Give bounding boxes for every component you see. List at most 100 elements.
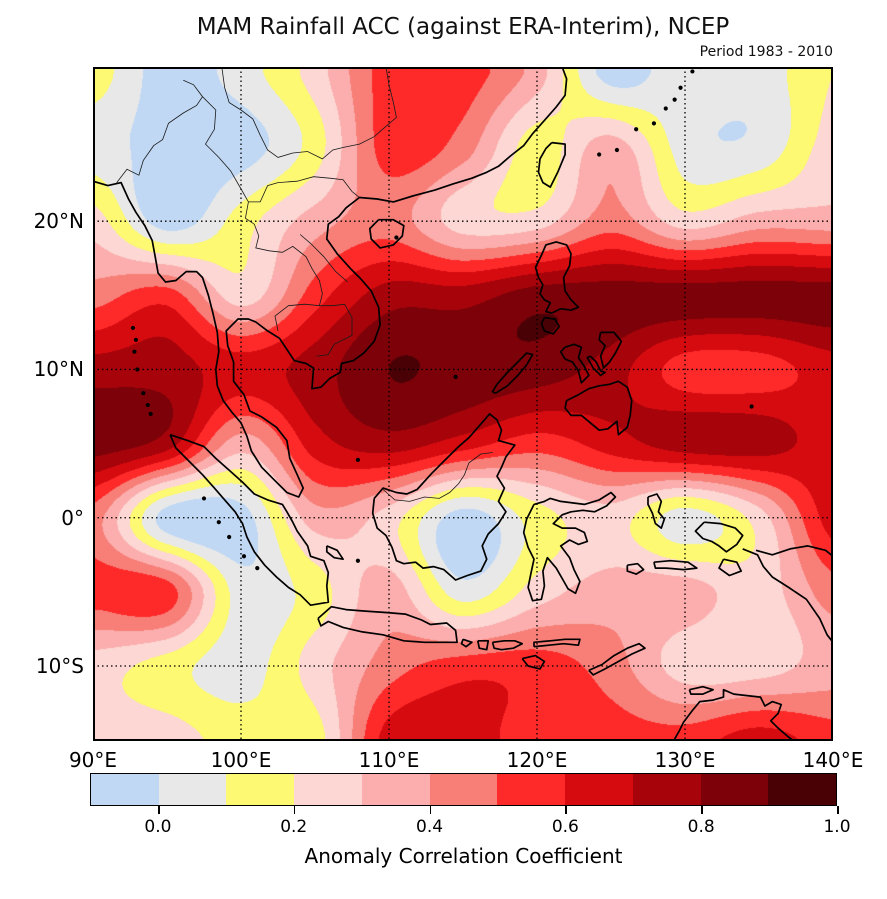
coastline-10 [540,316,561,335]
colorbar-tick-0.2 [293,806,296,814]
coastline-0 [93,67,568,498]
island-dot-16 [201,496,207,501]
colorbar-tick-0.8 [701,806,703,814]
colorbar-tick-0.0 [157,806,160,814]
colorbar-segment-0.8-0.9 [700,774,769,805]
island-dot-12 [672,97,677,102]
coastline-16 [626,562,645,575]
plot-frame [93,67,833,741]
country-border-6 [221,67,397,160]
xtick-90°E: 90°E [68,748,118,772]
island-dot-23 [453,374,458,379]
island-dot-2 [132,349,137,354]
colorbar-tick-0.4 [429,806,432,814]
colorbar-tick-label-0.0: 0.0 [144,817,172,837]
colorbar-tick-label-0.6: 0.6 [551,817,579,837]
coastline-5 [534,241,580,314]
acc-contour-canvas [93,67,833,741]
colorbar-segment-0.7-0.8 [632,774,701,805]
ytick-10°N: 10°N [33,357,84,382]
colorbar-tick-label-0.2: 0.2 [280,817,308,837]
coastline-14 [647,493,666,529]
coastline-12 [537,141,566,188]
coastline-4 [522,491,617,602]
island-dot-20 [255,566,260,571]
colorbar-segment-0.3-0.4 [361,774,430,805]
colorbar-segment-0.1-0.2 [226,774,295,805]
island-dot-22 [355,558,361,563]
coastline-20 [755,545,833,557]
colorbar-segment-0-0.1 [158,774,227,805]
colorbar-segment-0.9-1 [768,774,837,805]
ytick-10°S: 10°S [35,653,84,678]
coastline-28 [688,685,714,695]
colorbar-segment-0.4-0.5 [429,774,498,805]
island-dot-13 [678,85,683,90]
colorbar-label: Anomaly Correlation Coefficient [304,844,623,868]
coastline-27 [672,688,796,741]
coastline-22 [521,654,546,670]
island-dot-7 [597,152,602,157]
colorbar-segment--0.1-0 [91,774,159,805]
xtick-100°E: 100°E [210,748,272,772]
coastline-24 [460,638,473,648]
island-dot-8 [614,147,620,153]
island-dot-10 [651,121,657,126]
coastline-6 [564,380,633,436]
island-dot-14 [690,69,695,74]
country-border-1 [202,96,360,203]
coastline-1 [169,433,330,607]
island-dot-3 [135,367,140,372]
coastline-29 [325,545,344,561]
ytick-0°: 0° [61,505,84,530]
coastline-26 [491,639,524,651]
island-dot-9 [634,127,639,132]
country-border-0 [116,79,203,183]
island-dot-1 [133,337,139,342]
plot-title: MAM Rainfall ACC (against ERA-Interim), … [196,14,730,40]
coastline-3 [371,413,516,581]
coastline-9 [559,343,590,384]
coastline-23 [533,638,581,648]
colorbar-tick-0.6 [565,806,567,814]
coastline-15 [653,559,698,571]
period-subtitle: Period 1983 - 2010 [699,44,833,60]
map-overlay-svg [93,67,833,741]
colorbar-tick-label-0.8: 0.8 [687,817,715,837]
island-dot-5 [145,402,150,408]
colorbar-tick-label-1.0: 1.0 [823,817,851,837]
coastline-19 [742,548,833,643]
xtick-120°E: 120°E [506,748,568,772]
colorbar-tick-1.0 [837,806,839,814]
coastline-2 [317,605,458,644]
colorbar-segment-0.2-0.3 [294,774,362,805]
coastline-8 [598,331,623,369]
coastline-7 [491,352,534,394]
colorbar [90,773,837,806]
colorbar-segment-0.5-0.6 [497,774,566,805]
island-dot-6 [148,411,153,417]
coastline-18 [718,558,743,577]
island-dot-25 [394,235,399,240]
coastline-21 [588,642,646,676]
colorbar-tick-label-0.4: 0.4 [416,817,444,837]
ytick-20°N: 20°N [33,209,84,234]
country-border-4 [299,234,348,283]
coastline-13 [368,218,405,249]
island-dot-11 [663,106,668,111]
country-border-5 [382,452,493,502]
island-dot-4 [141,391,146,396]
coastline-11 [586,355,606,377]
island-dot-17 [216,520,221,525]
xtick-130°E: 130°E [654,748,716,772]
xtick-110°E: 110°E [358,748,420,772]
country-border-3 [316,303,353,357]
xtick-140°E: 140°E [802,748,864,772]
island-dot-21 [355,457,361,462]
coastline-25 [476,639,490,651]
colorbar-segment-0.6-0.7 [565,774,633,805]
country-border-2 [244,201,323,331]
island-dot-19 [241,554,247,559]
coastline-17 [694,521,744,553]
